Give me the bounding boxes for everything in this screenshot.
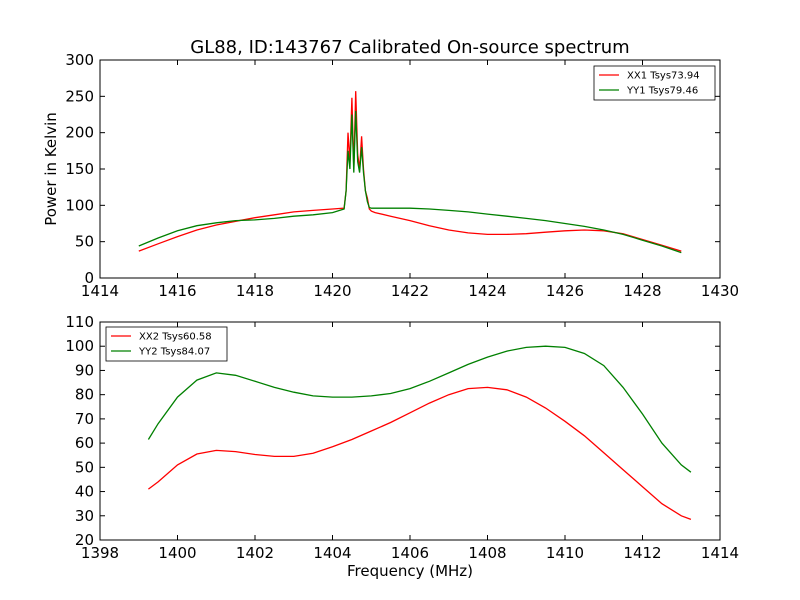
y-tick-label: 70 [75, 410, 94, 428]
y-tick-label: 80 [75, 386, 94, 404]
y-tick-label: 20 [75, 531, 94, 549]
x-tick-label: 1410 [546, 544, 584, 562]
y-tick-label: 30 [75, 507, 94, 525]
y-tick-label: 250 [65, 87, 94, 105]
y-tick-label: 150 [65, 160, 94, 178]
x-tick-label: 1422 [391, 282, 429, 300]
y-tick-label: 50 [75, 233, 94, 251]
x-tick-label: 1420 [313, 282, 351, 300]
x-tick-label: 1430 [701, 282, 739, 300]
y-tick-label: 100 [65, 337, 94, 355]
x-tick-label: 1418 [236, 282, 274, 300]
x-tick-label: 1406 [391, 544, 429, 562]
x-tick-label: 1400 [158, 544, 196, 562]
x-tick-label: 1408 [468, 544, 506, 562]
y-tick-label: 60 [75, 434, 94, 452]
x-tick-label: 1428 [623, 282, 661, 300]
series-line-2-2 [147, 345, 692, 473]
chart-2: 1398 1400 1402 1404 1406 1408 1410 1412 1414 20 30… [65, 313, 739, 580]
legend-label: YY1 Tsys79.46 [626, 86, 698, 97]
legend: XX2 Tsys60.58 YY2 Tsys84.07 [105, 326, 228, 362]
y-tick-label: 300 [65, 51, 94, 69]
legend-box [105, 326, 228, 362]
series-line-1-1 [138, 91, 682, 252]
y-tick-label: 50 [75, 458, 94, 476]
x-tick-label: 1402 [236, 544, 274, 562]
x-tick-label: 1424 [468, 282, 506, 300]
y-tick-label: 40 [75, 483, 94, 501]
chart-title: GL88, ID:143767 Calibrated On-source spe… [190, 37, 629, 58]
x-tick-label: 1414 [81, 282, 119, 300]
y-tick-label: 90 [75, 361, 94, 379]
legend: XX1 Tsys73.94 YY1 Tsys79.46 [593, 65, 716, 101]
y-tick-label: 0 [84, 269, 94, 287]
x-tick-label: 1412 [623, 544, 661, 562]
legend-label: YY2 Tsys84.07 [138, 347, 210, 358]
x-tick-label: 1416 [158, 282, 196, 300]
y-tick-label: 100 [65, 196, 94, 214]
x-tick-label: 1414 [701, 544, 739, 562]
x-tick-label: 1426 [546, 282, 584, 300]
series-line-1-2 [138, 110, 682, 254]
series-line-2-1 [148, 386, 692, 521]
legend-box [593, 65, 716, 101]
y-tick-label: 200 [65, 124, 94, 142]
legend-label: XX1 Tsys73.94 [627, 71, 700, 82]
x-tick-label: 1398 [81, 544, 119, 562]
legend-label: XX2 Tsys60.58 [139, 332, 212, 343]
y-tick-label: 110 [65, 313, 94, 331]
x-tick-label: 1404 [313, 544, 351, 562]
y-axis-label: Power in Kelvin [42, 112, 60, 226]
x-axis-label: Frequency (MHz) [347, 562, 473, 580]
chart-1: 1414 1416 1418 1420 1422 1424 1426 1428 1430 0 50 1… [42, 37, 739, 300]
